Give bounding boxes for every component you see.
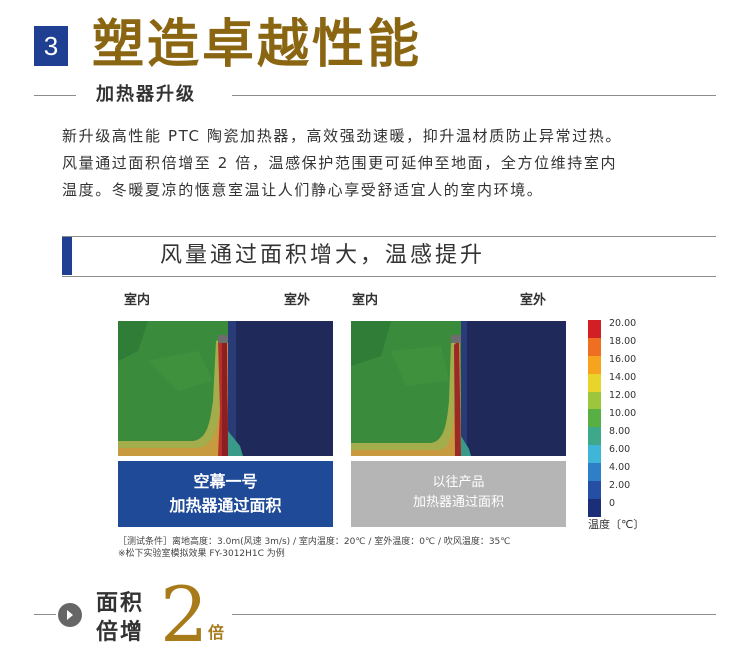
panel2-caption-line2: 加热器通过面积 [412,495,504,510]
page-title: 塑造卓越性能 [92,15,423,75]
legend-value: 4.00 [609,462,631,473]
panel2-outdoor-label: 室外 [520,293,547,308]
legend-swatch [588,481,601,499]
legend-value: 2.00 [609,480,631,491]
legend-swatch [588,463,601,482]
panel1-caption: 空幕一号 加热器通过面积 [118,461,333,527]
intro-line-3: 温度。冬暖夏凉的惬意室温让人们静心享受舒适宜人的室内环境。 [62,181,544,199]
legend-swatch [588,373,601,392]
subtitle-divider-left [34,95,76,96]
legend-value: 0 [609,498,616,509]
footer-big-number: 2 [160,570,209,659]
legend-swatch [588,427,601,446]
footer-divider-right [232,614,716,615]
panel2-simulation-image [351,321,566,456]
banner-top-rule [62,236,716,237]
panel2-caption-line1: 以往产品 [432,475,485,490]
legend-value: 8.00 [609,426,631,437]
legend-swatch [588,391,601,410]
legend-value: 20.00 [609,318,637,329]
intro-line-1: 新升级高性能 PTC 陶瓷加热器，高效强劲速暖，抑升温材质防止异常过热。 [62,127,622,145]
subtitle: 加热器升级 [96,84,196,105]
legend-swatch [588,337,601,356]
legend-swatch [588,409,601,428]
legend-value: 12.00 [609,390,637,401]
legend-value: 14.00 [609,372,637,383]
legend-swatch [588,355,601,374]
panel2-indoor-label: 室内 [352,293,379,308]
intro-line-2: 风量通过面积倍增至 2 倍，温感保护范围更可延伸至地面，全方位维持室内 [62,154,618,172]
banner-accent-bar [62,237,72,275]
legend-swatch [588,498,601,517]
temperature-legend [588,320,601,517]
chevron-right-icon [67,610,73,620]
banner-bottom-rule [62,276,716,277]
footer-unit: 倍 [208,623,225,642]
legend-value: 18.00 [609,336,637,347]
subtitle-divider-right [232,95,716,96]
lab-simulation-note: ※松下实验室模拟效果 FY-3012H1C 为例 [118,549,285,559]
test-conditions-note: ［测试条件］离地高度：3.0m(风速 3m/s) / 室内温度：20℃ / 室外… [118,537,511,547]
footer-text-line1: 面积 [96,591,145,616]
footer-text-line2: 倍增 [96,620,145,645]
section-title: 风量通过面积增大，温感提升 [160,243,486,268]
legend-swatch [588,445,601,464]
panel1-caption-line1: 空幕一号 [193,472,258,491]
panel1-caption-line2: 加热器通过面积 [169,496,282,515]
panel1-outdoor-label: 室外 [284,293,311,308]
legend-unit-label: 温度〔℃〕 [588,518,645,531]
legend-value: 16.00 [609,354,637,365]
legend-value: 10.00 [609,408,637,419]
legend-swatch [588,320,601,338]
panel2-caption: 以往产品 加热器通过面积 [351,461,566,527]
panel1-indoor-label: 室内 [124,293,151,308]
panel1-simulation-image [118,321,333,456]
legend-value: 6.00 [609,444,631,455]
footer-divider-left [34,614,56,615]
section-number-badge: 3 [34,26,68,66]
